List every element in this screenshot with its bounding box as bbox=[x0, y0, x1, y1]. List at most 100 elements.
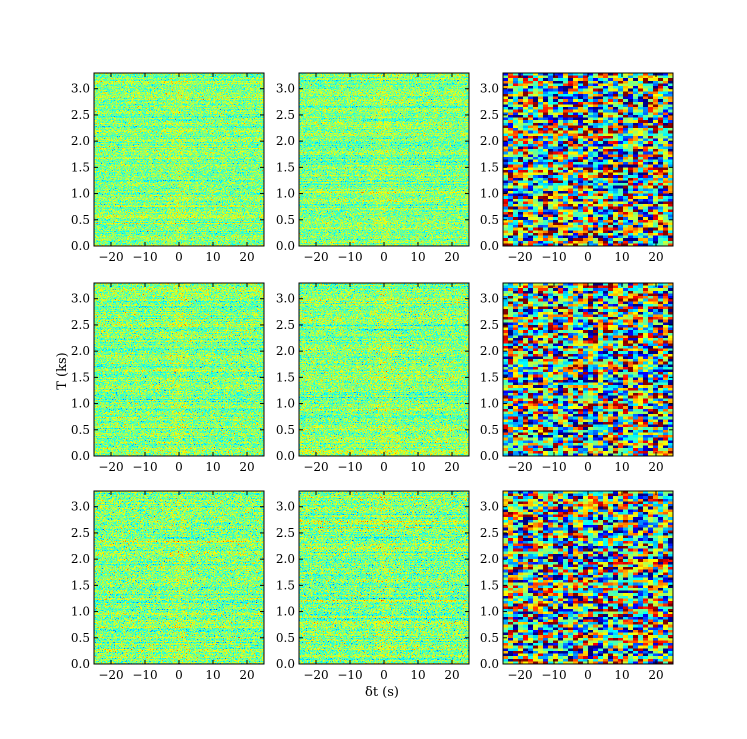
y-tick-label: 1.0 bbox=[276, 605, 295, 619]
y-tick-label: 0.0 bbox=[480, 449, 499, 463]
y-tick-label: 1.0 bbox=[71, 397, 90, 411]
x-tick-label: 10 bbox=[614, 668, 629, 682]
y-tick-label: 2.5 bbox=[480, 318, 499, 332]
y-tick-label: 1.5 bbox=[71, 370, 90, 384]
y-tick-label: 1.0 bbox=[276, 187, 295, 201]
y-axis-label: T (ks) bbox=[55, 352, 70, 390]
y-tick-label: 2.0 bbox=[480, 344, 499, 358]
panel-r2-c1: −20 −10 0 10 20 0.0 0.5 1.0 1.5 2.0 2.5 3.0 bbox=[276, 490, 470, 682]
panel-r1-c0: −20 −10 0 10 20 0.0 0.5 1.0 1.5 2.0 2.5 3.0 bbox=[71, 282, 265, 474]
y-tick-label: 3.0 bbox=[276, 292, 295, 306]
x-tick-label: 10 bbox=[205, 668, 220, 682]
y-tick-label: 1.0 bbox=[480, 605, 499, 619]
heatmap-image bbox=[299, 491, 469, 664]
x-tick-label: 10 bbox=[410, 250, 425, 264]
x-tick-label: 0 bbox=[380, 668, 388, 682]
x-axis-label: δt (s) bbox=[365, 685, 399, 700]
y-tick-label: 0.5 bbox=[480, 631, 499, 645]
y-tick-label: 1.5 bbox=[276, 370, 295, 384]
y-tick-label: 2.0 bbox=[71, 134, 90, 148]
x-tick-label: 10 bbox=[205, 250, 220, 264]
x-tick-label: 0 bbox=[584, 460, 592, 474]
y-tick-label: 1.5 bbox=[480, 160, 499, 174]
x-tick-label: 10 bbox=[614, 250, 629, 264]
heatmap-image bbox=[94, 283, 264, 456]
y-tick-label: 0.0 bbox=[71, 239, 90, 253]
heatmap-image bbox=[299, 73, 469, 246]
x-tick-label: −20 bbox=[507, 460, 532, 474]
y-tick-label: 2.0 bbox=[276, 552, 295, 566]
y-tick-label: 1.0 bbox=[480, 397, 499, 411]
x-tick-label: 20 bbox=[648, 460, 663, 474]
x-tick-label: 0 bbox=[380, 250, 388, 264]
y-tick-label: 0.0 bbox=[480, 239, 499, 253]
x-tick-label: 0 bbox=[175, 460, 183, 474]
y-tick-label: 2.5 bbox=[71, 318, 90, 332]
y-tick-label: 0.5 bbox=[71, 213, 90, 227]
y-tick-label: 2.5 bbox=[276, 526, 295, 540]
y-tick-label: 2.5 bbox=[480, 108, 499, 122]
x-tick-label: −10 bbox=[541, 460, 566, 474]
x-tick-label: −20 bbox=[98, 460, 123, 474]
y-tick-label: 2.0 bbox=[71, 344, 90, 358]
heatmap-image bbox=[94, 491, 264, 664]
x-tick-label: 20 bbox=[444, 460, 459, 474]
panel-r2-c2: −20 −10 0 10 20 0.0 0.5 1.0 1.5 2.0 2.5 3.0 bbox=[480, 490, 674, 682]
panel-r0-c2: −20 −10 0 10 20 0.0 0.5 1.0 1.5 2.0 2.5 3.0 bbox=[480, 72, 674, 264]
panel-r0-c0: −20 −10 0 10 20 0.0 0.5 1.0 1.5 2.0 2.5 3.0 bbox=[71, 72, 265, 264]
y-tick-label: 2.5 bbox=[71, 526, 90, 540]
y-tick-label: 0.5 bbox=[276, 213, 295, 227]
x-tick-label: −10 bbox=[337, 668, 362, 682]
y-tick-label: 2.0 bbox=[276, 134, 295, 148]
y-tick-label: 1.0 bbox=[71, 605, 90, 619]
x-tick-label: 20 bbox=[444, 668, 459, 682]
y-tick-label: 0.0 bbox=[276, 657, 295, 671]
heatmap-image bbox=[503, 283, 673, 456]
x-tick-label: −20 bbox=[98, 250, 123, 264]
x-tick-label: −10 bbox=[337, 250, 362, 264]
y-tick-label: 2.5 bbox=[71, 108, 90, 122]
x-tick-label: 20 bbox=[648, 250, 663, 264]
y-tick-label: 0.0 bbox=[480, 657, 499, 671]
heatmap-image bbox=[503, 73, 673, 246]
y-tick-label: 1.5 bbox=[276, 160, 295, 174]
panel-r0-c1: −20 −10 0 10 20 0.0 0.5 1.0 1.5 2.0 2.5 3.0 bbox=[276, 72, 470, 264]
y-tick-label: 2.0 bbox=[480, 134, 499, 148]
heatmap-image bbox=[299, 283, 469, 456]
x-tick-label: −20 bbox=[98, 668, 123, 682]
x-tick-label: 0 bbox=[584, 250, 592, 264]
x-tick-label: 20 bbox=[239, 460, 254, 474]
panel-r1-c2: −20 −10 0 10 20 0.0 0.5 1.0 1.5 2.0 2.5 3.0 bbox=[480, 282, 674, 474]
y-tick-label: 3.0 bbox=[276, 500, 295, 514]
x-tick-label: 20 bbox=[648, 668, 663, 682]
x-tick-label: 10 bbox=[614, 460, 629, 474]
x-tick-label: −10 bbox=[541, 668, 566, 682]
y-tick-label: 2.5 bbox=[480, 526, 499, 540]
y-tick-label: 1.5 bbox=[480, 578, 499, 592]
y-tick-label: 3.0 bbox=[480, 500, 499, 514]
x-tick-label: 10 bbox=[205, 460, 220, 474]
x-tick-label: 0 bbox=[175, 668, 183, 682]
y-tick-label: 1.0 bbox=[480, 187, 499, 201]
x-tick-label: −10 bbox=[132, 250, 157, 264]
y-tick-label: 0.5 bbox=[480, 213, 499, 227]
x-tick-label: −20 bbox=[507, 668, 532, 682]
y-tick-label: 0.5 bbox=[276, 423, 295, 437]
x-tick-label: −10 bbox=[132, 668, 157, 682]
heatmap-image bbox=[503, 491, 673, 664]
y-tick-label: 1.5 bbox=[71, 160, 90, 174]
panel-r2-c0: −20 −10 0 10 20 0.0 0.5 1.0 1.5 2.0 2.5 3.0 bbox=[71, 490, 265, 682]
y-tick-label: 0.5 bbox=[71, 423, 90, 437]
y-tick-label: 3.0 bbox=[480, 292, 499, 306]
y-tick-label: 1.5 bbox=[480, 370, 499, 384]
y-tick-label: 0.5 bbox=[276, 631, 295, 645]
x-tick-label: 10 bbox=[410, 668, 425, 682]
y-tick-label: 2.0 bbox=[276, 344, 295, 358]
heatmap-image bbox=[94, 73, 264, 246]
x-tick-label: −10 bbox=[541, 250, 566, 264]
x-tick-label: 20 bbox=[239, 668, 254, 682]
y-tick-label: 3.0 bbox=[480, 82, 499, 96]
y-tick-label: 2.5 bbox=[276, 318, 295, 332]
y-tick-label: 0.5 bbox=[71, 631, 90, 645]
